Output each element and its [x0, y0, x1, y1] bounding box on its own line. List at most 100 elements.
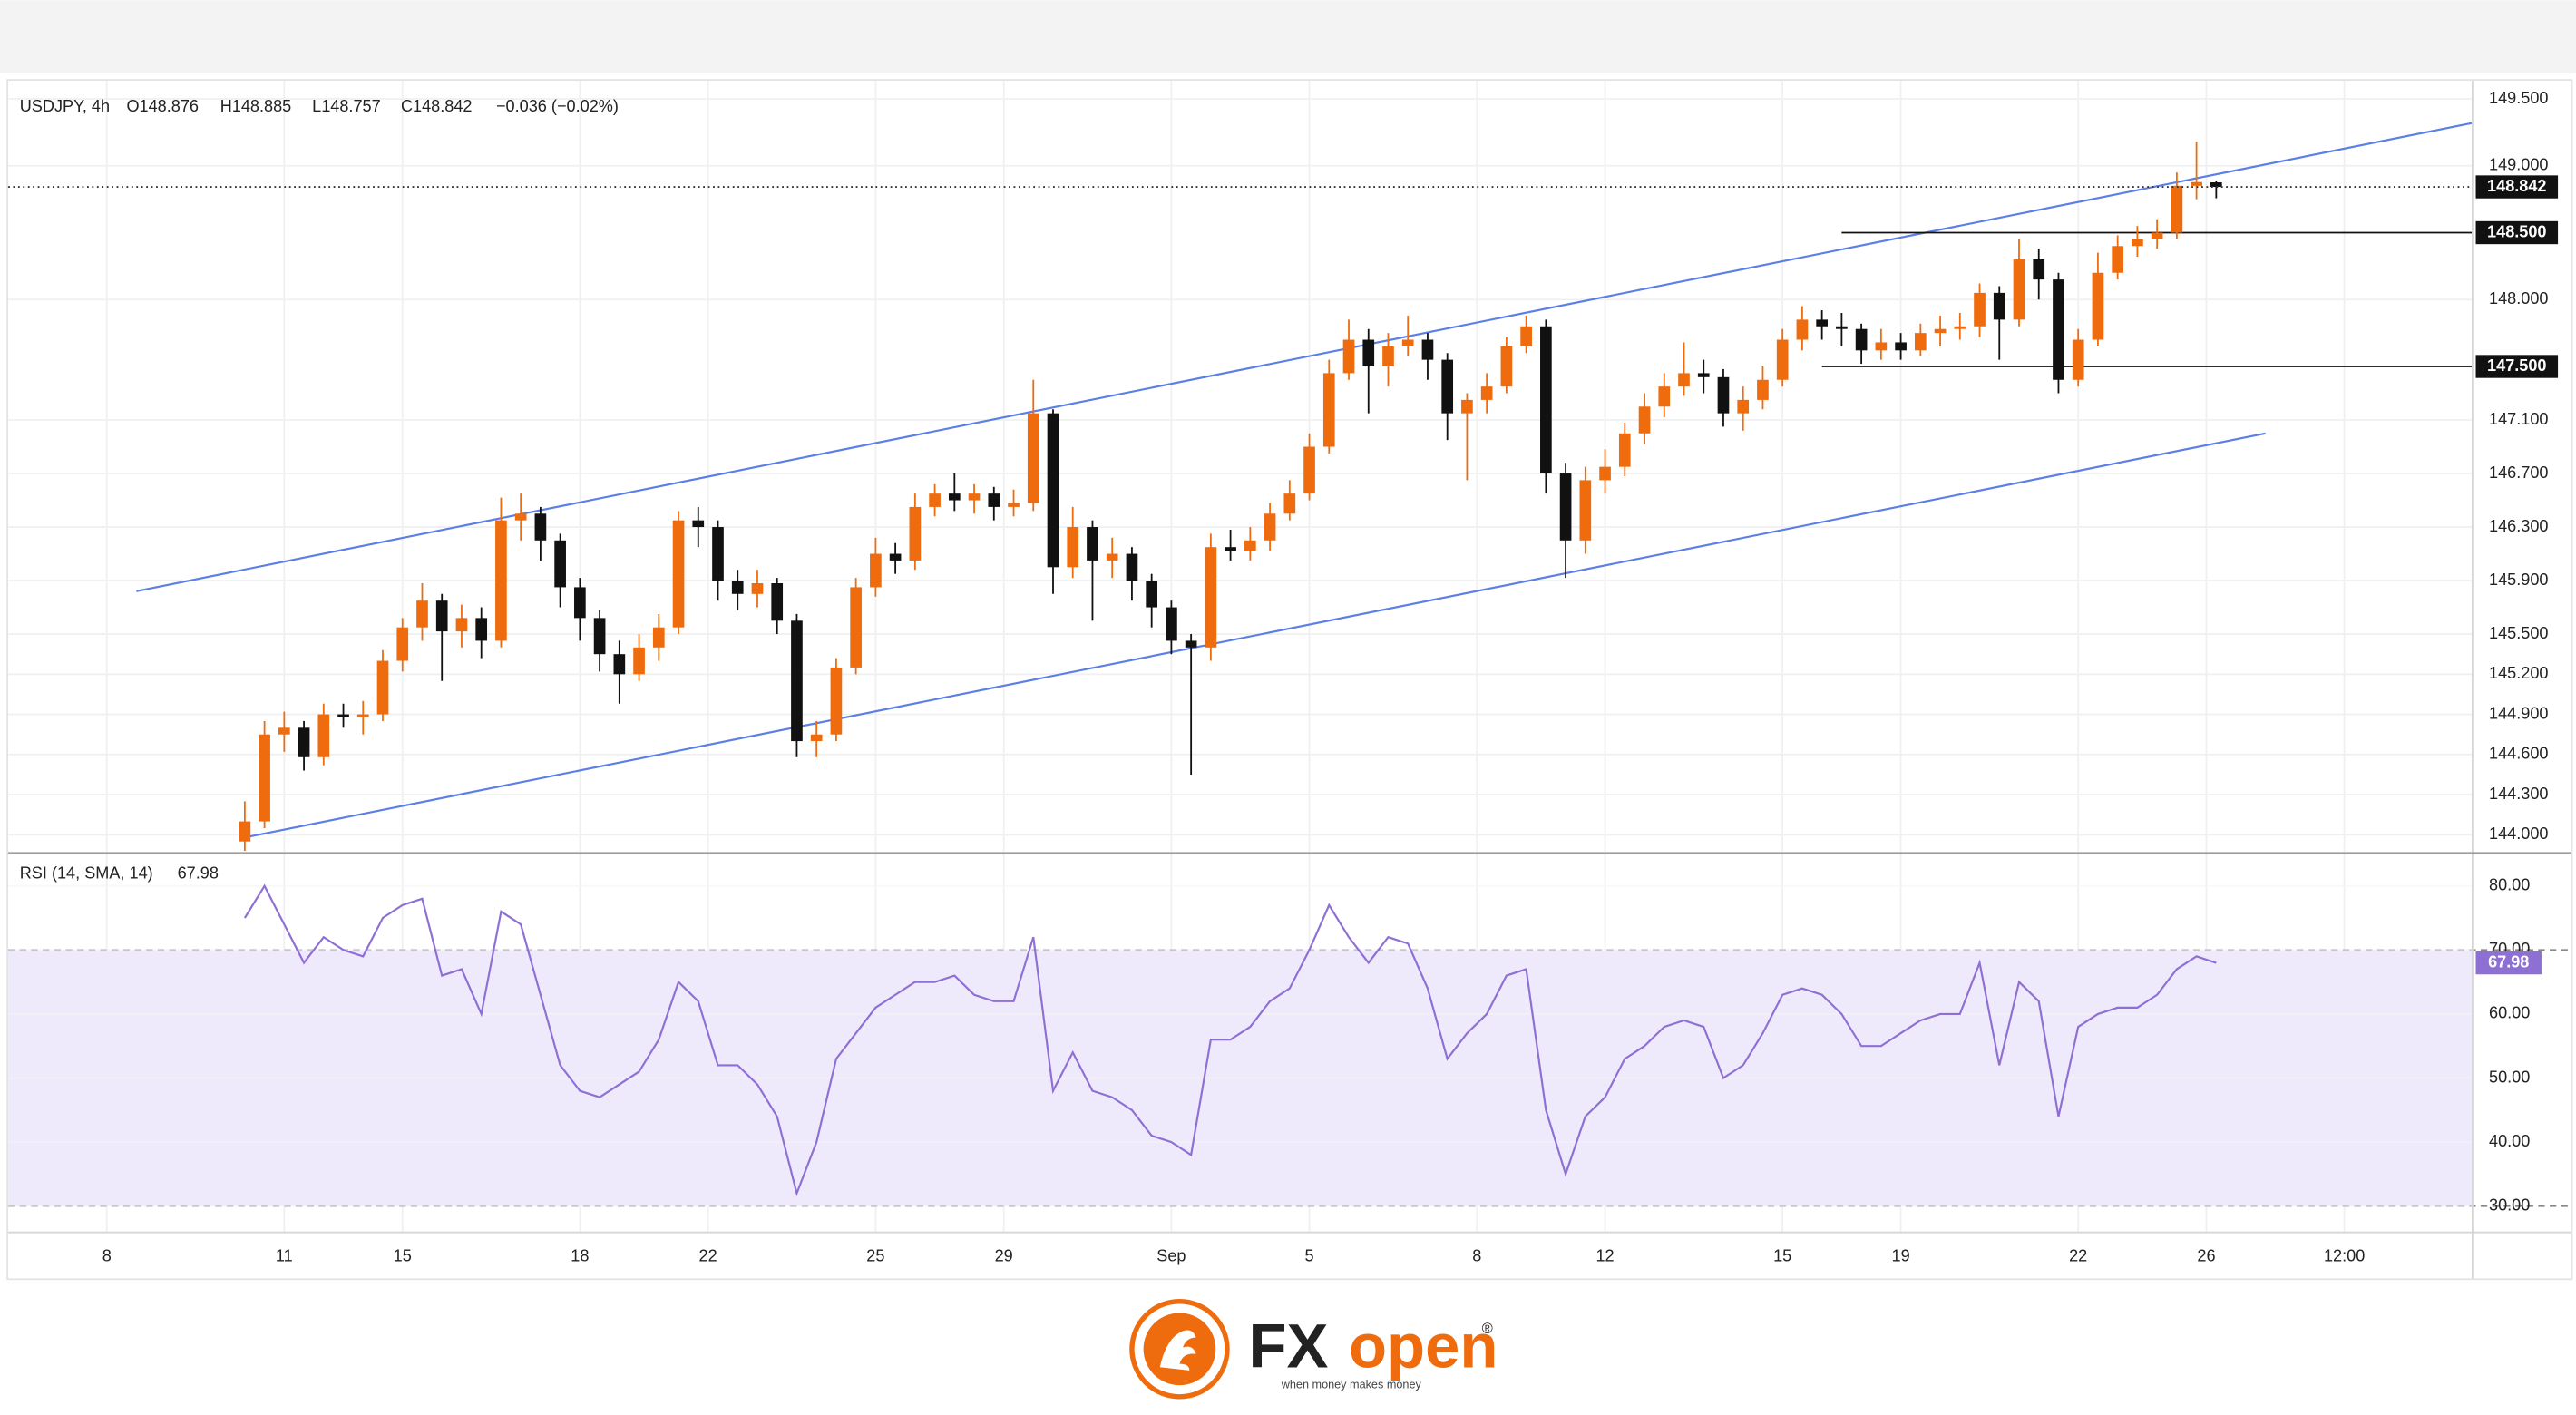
candle-body — [1697, 373, 1710, 377]
y-tick-label: 145.200 — [2489, 664, 2548, 682]
candle-body — [1638, 406, 1651, 434]
candle-body — [2053, 279, 2064, 380]
candle-body — [1106, 553, 1118, 561]
plot-layer — [8, 122, 2474, 1197]
candle-body — [1796, 319, 1809, 340]
candle-body — [278, 727, 290, 735]
brand-open: open — [1349, 1311, 1498, 1381]
candle-body — [1283, 493, 1296, 514]
level-badge — [2475, 220, 2559, 245]
candle-body — [396, 627, 409, 661]
rsi-tick-label: 80.00 — [2489, 875, 2530, 893]
y-tick-label: 149.000 — [2489, 156, 2548, 174]
candle-body — [1421, 339, 1434, 360]
candle-body — [435, 600, 448, 632]
candle-body — [534, 513, 547, 541]
y-tick-label: 145.500 — [2489, 624, 2548, 642]
candle-body — [1540, 326, 1552, 474]
rsi-badge — [2475, 951, 2542, 975]
candle-body — [830, 667, 843, 735]
candle-body — [1836, 326, 1848, 329]
candle-body — [1225, 547, 1236, 551]
candle-body — [2033, 259, 2045, 280]
brand-fx: FX — [1249, 1311, 1329, 1381]
candle-body — [239, 821, 251, 842]
candle-body — [1382, 346, 1394, 367]
candle-body — [633, 647, 645, 675]
candle-body — [376, 660, 389, 715]
candle-body — [1322, 373, 1335, 447]
candle-body — [771, 582, 784, 621]
candle-body — [1067, 527, 1079, 568]
x-tick-label: 22 — [2069, 1247, 2087, 1265]
candle-body — [929, 493, 941, 507]
candle-body — [1895, 342, 1907, 351]
candle-body — [416, 600, 428, 628]
candle-body — [317, 714, 330, 757]
candle-body — [1342, 339, 1355, 374]
x-tick-label: 15 — [1773, 1247, 1791, 1265]
logo-ring — [1129, 1299, 1230, 1400]
brand-tagline: when money makes money — [1281, 1378, 1422, 1391]
y-tick-label: 144.900 — [2489, 704, 2548, 722]
candle-body — [889, 553, 902, 561]
candle-body — [1599, 466, 1611, 481]
top-strip — [0, 0, 2576, 73]
y-tick-label: 147.100 — [2489, 410, 2548, 428]
candle-body — [791, 620, 803, 742]
candle-body — [455, 618, 468, 632]
candle-body — [2092, 272, 2104, 340]
x-tick-label: 22 — [699, 1247, 717, 1265]
candle-body — [1087, 527, 1098, 561]
y-tick-label: 145.900 — [2489, 571, 2548, 589]
rsi-readout: 67.98 — [178, 864, 219, 883]
x-tick-label: 18 — [571, 1247, 589, 1265]
level-label: 148.500 — [2487, 222, 2546, 240]
x-tick-label: 15 — [394, 1247, 412, 1265]
candle-body — [909, 506, 922, 561]
candle-body — [1185, 640, 1197, 648]
candle-body — [968, 493, 981, 501]
candle-body — [1480, 386, 1493, 400]
candle-body — [298, 727, 310, 757]
candle-body — [1678, 373, 1690, 387]
y-tick-label: 144.300 — [2489, 785, 2548, 803]
candle-body — [1303, 446, 1315, 494]
candle-body — [1559, 473, 1572, 541]
x-tick-label: 25 — [866, 1247, 884, 1265]
x-tick-label: 8 — [102, 1247, 112, 1265]
candle-body — [1618, 433, 1631, 467]
candle-body — [751, 582, 764, 594]
candle-body — [1166, 607, 1177, 641]
trendline — [244, 432, 2266, 839]
change-readout: −0.036 (−0.02%) — [496, 97, 619, 115]
logo-figure — [1159, 1330, 1196, 1371]
candle-body — [475, 618, 488, 641]
candle-body — [1500, 346, 1513, 387]
candle-body — [1244, 540, 1256, 551]
candle-body — [1205, 547, 1217, 648]
x-tick-label: 26 — [2197, 1247, 2215, 1265]
candle-body — [337, 714, 349, 717]
candle-body — [948, 493, 961, 501]
x-tick-label: 12:00 — [2324, 1247, 2365, 1265]
close-readout: C148.842 — [401, 97, 473, 115]
candle-body — [850, 587, 862, 668]
trendline — [136, 122, 2474, 592]
candle-body — [1658, 386, 1671, 407]
candle-body — [1579, 480, 1592, 541]
candle-body — [554, 540, 566, 588]
candle-body — [988, 493, 1000, 507]
candle-body — [1401, 339, 1414, 346]
rsi-tick-label: 30.00 — [2489, 1196, 2530, 1215]
logo: FX open ® when money makes money — [1129, 1299, 1498, 1400]
x-tick-label: 11 — [276, 1247, 293, 1265]
candle-body — [712, 527, 724, 581]
label-layer: 8 11 15 18 22 25 29 Sep 5 8 12 15 19 22 26 12:00 149.500… — [102, 89, 2559, 1265]
y-tick-label: 149.500 — [2489, 89, 2548, 107]
candle-body — [1737, 399, 1750, 414]
x-tick-label: Sep — [1156, 1247, 1186, 1265]
candle-body — [1362, 339, 1375, 367]
candle-body — [1816, 319, 1828, 327]
